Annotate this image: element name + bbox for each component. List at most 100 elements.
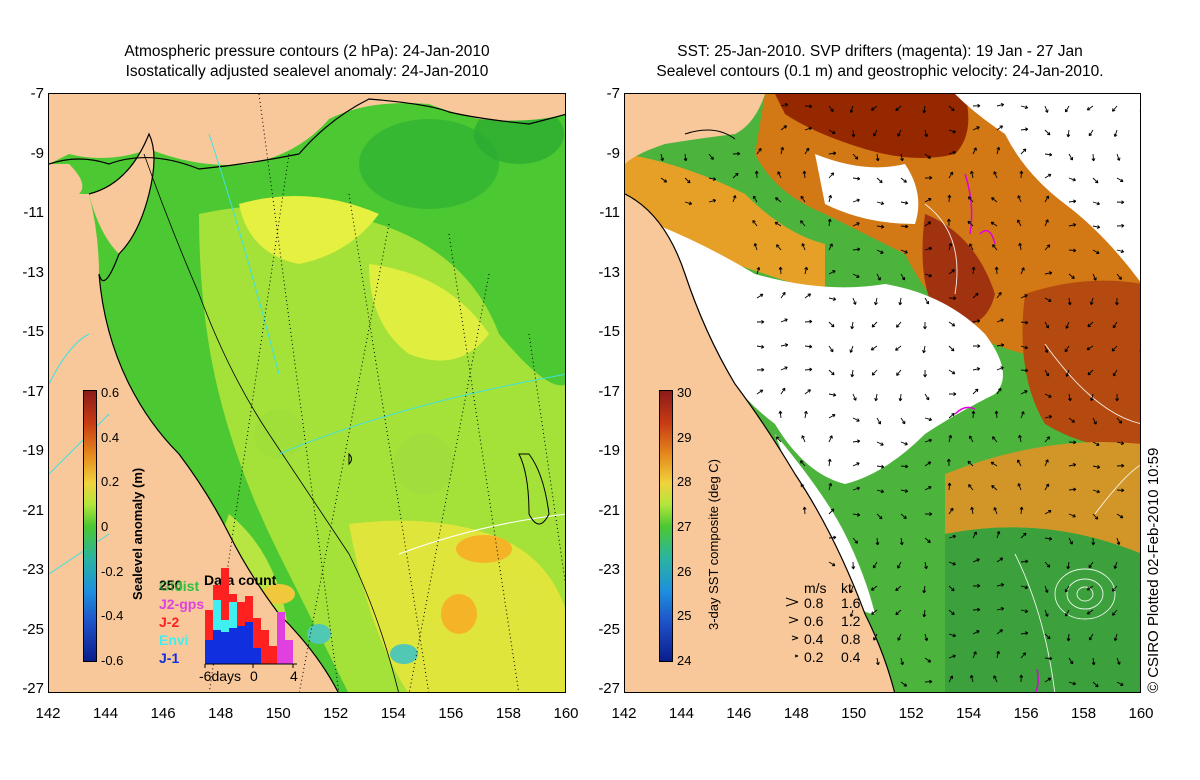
velocity-arrow [1067, 297, 1072, 306]
velocity-arrow [849, 105, 854, 113]
velocity-arrow [804, 319, 813, 324]
velocity-arrow [852, 417, 860, 422]
velocity-arrow [1044, 483, 1050, 491]
velocity-arrow [756, 293, 764, 299]
velocity-arrow [1116, 488, 1125, 493]
velocity-arrow [801, 435, 806, 443]
velocity-arrow [895, 345, 902, 351]
lat-tick: -19 [598, 442, 620, 459]
velocity-arrow [875, 657, 880, 666]
velocity-arrow [684, 201, 693, 206]
velocity-arrow [1092, 273, 1097, 281]
velocity-arrow [899, 537, 904, 546]
velocity-arrow [1020, 390, 1028, 395]
lat-tick: -25 [22, 620, 44, 638]
velocity-arrow [828, 508, 835, 515]
velocity-arrow [1017, 459, 1022, 467]
velocity-arrow [896, 321, 902, 328]
velocity-arrow [1018, 434, 1022, 443]
velocity-arrow [1064, 105, 1070, 113]
lat-tick: -21 [22, 501, 44, 519]
lat-tick: -25 [598, 620, 620, 638]
velocity-arrow [876, 177, 883, 184]
velocity-arrow [1116, 513, 1124, 519]
velocity-arrow [1068, 487, 1077, 492]
velocity-arrow [800, 460, 806, 467]
right-title-line1: SST: 25-Jan-2010. SVP drifters (magenta)… [677, 43, 1083, 60]
velocity-arrow [1086, 609, 1094, 615]
velocity-arrow [1020, 652, 1027, 659]
velocity-arrow [850, 369, 855, 378]
velocity-arrow [900, 464, 909, 469]
velocity-arrow [972, 607, 981, 612]
velocity-arrow [948, 434, 953, 443]
data-count-histogram [204, 568, 297, 668]
velocity-arrow [852, 439, 861, 444]
velocity-arrow [996, 531, 1001, 539]
velocity-arrow [1086, 345, 1094, 351]
velocity-arrow [946, 218, 951, 227]
velocity-arrow [828, 561, 836, 567]
velocity-arrow [970, 506, 975, 515]
velocity-arrow [897, 129, 902, 137]
lat-tick: -21 [598, 501, 620, 519]
velocity-arrow [774, 221, 782, 227]
sst-cb-tick-0: 30 [677, 385, 692, 400]
velocity-arrow [969, 674, 974, 683]
lon-tick: 150 [841, 705, 867, 722]
velocity-arrow [732, 151, 741, 156]
velocity-arrow [1092, 465, 1101, 469]
velocity-arrow [1044, 536, 1053, 541]
velocity-arrow [898, 297, 903, 306]
velocity-arrow [1139, 614, 1140, 616]
velocity-arrow [972, 388, 979, 395]
data-count-inset: Data count 250 Gfo Jist J2-gps J-2 Envi … [155, 560, 303, 685]
lat-tick: -15 [598, 323, 620, 340]
velocity-arrow [775, 197, 782, 203]
velocity-arrow [1113, 561, 1118, 569]
velocity-arrow [900, 177, 907, 183]
velocity-arrow [828, 194, 833, 203]
velocity-arrow [756, 367, 765, 372]
velocity-arrow [996, 318, 1004, 323]
velocity-arrow [900, 417, 906, 425]
velocity-arrow [828, 321, 835, 328]
velocity-arrow [948, 242, 953, 251]
velocity-arrow [828, 392, 837, 397]
velocity-arrow [875, 537, 880, 546]
velocity-arrow [871, 369, 878, 376]
velocity-legend: m/s kt 0.8 1.6 0.6 1.2 0.4 0.8 0.2 0.4 [784, 580, 884, 670]
velocity-arrow [1116, 273, 1122, 280]
velocity-arrow [849, 585, 854, 593]
sst-cb-tick-2: 28 [677, 474, 692, 489]
velocity-arrow [1020, 609, 1029, 614]
velocity-arrow [948, 321, 956, 327]
velocity-arrow [708, 198, 717, 203]
sealevel-cb-tick-1: 0.4 [101, 430, 120, 445]
velocity-arrow [1092, 417, 1097, 425]
velocity-arrow [924, 129, 929, 138]
velocity-arrow [900, 441, 908, 446]
velocity-arrow [948, 654, 956, 659]
velocity-arrow [1068, 223, 1077, 227]
source-j-2: J-2 [159, 614, 180, 630]
velocity-arrow [871, 321, 878, 328]
velocity-arrow [800, 195, 806, 203]
velocity-arrow [1068, 417, 1075, 423]
velocity-arrow [1017, 483, 1022, 491]
velocity-arrow [1020, 411, 1025, 419]
velocity-arrow [800, 483, 806, 491]
velocity-arrow [1044, 656, 1053, 661]
velocity-arrow [780, 318, 788, 323]
velocity-arrow [852, 198, 860, 203]
velocity-arrow [1111, 585, 1118, 592]
velocity-arrow [1020, 294, 1028, 299]
velocity-arrow [1020, 532, 1027, 539]
velocity-arrow [775, 436, 782, 443]
lon-tick: 152 [323, 705, 349, 722]
velocity-arrow [994, 410, 999, 419]
velocity-arrow [896, 369, 902, 376]
velocity-arrow [924, 153, 931, 159]
velocity-arrow [732, 172, 739, 179]
velocity-arrow [1019, 674, 1024, 683]
